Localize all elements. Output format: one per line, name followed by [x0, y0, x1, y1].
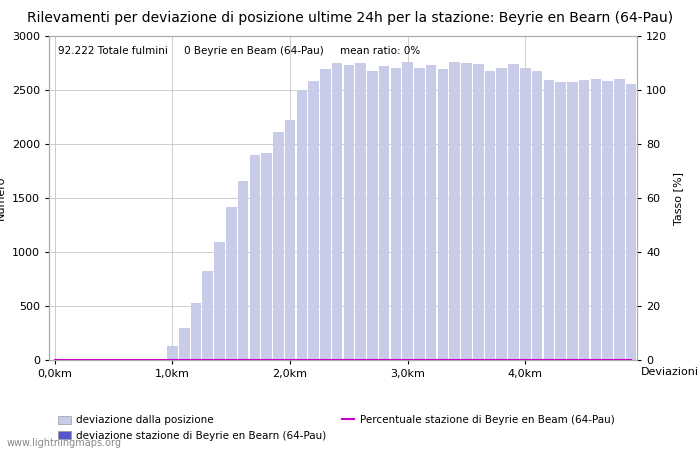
- Bar: [520, 68, 531, 360]
- Bar: [391, 68, 401, 360]
- Bar: [414, 68, 425, 360]
- Bar: [402, 62, 413, 360]
- Text: 92.222 Totale fulmini     0 Beyrie en Beam (64-Pau)     mean ratio: 0%: 92.222 Totale fulmini 0 Beyrie en Beam (…: [58, 46, 420, 56]
- Bar: [626, 84, 636, 360]
- Bar: [543, 80, 554, 360]
- Bar: [484, 71, 496, 360]
- Bar: [379, 66, 389, 360]
- Bar: [190, 303, 202, 360]
- Bar: [308, 81, 319, 360]
- Bar: [261, 153, 272, 360]
- Bar: [202, 271, 213, 360]
- Y-axis label: Tasso [%]: Tasso [%]: [673, 171, 682, 225]
- Bar: [344, 65, 354, 360]
- Legend: deviazione dalla posizione, deviazione stazione di Beyrie en Bearn (64-Pau), Per: deviazione dalla posizione, deviazione s…: [54, 411, 619, 445]
- Bar: [438, 69, 448, 360]
- Bar: [567, 82, 577, 360]
- Bar: [285, 120, 295, 360]
- Bar: [297, 90, 307, 360]
- Bar: [167, 346, 178, 360]
- Bar: [238, 181, 248, 360]
- Text: www.lightningmaps.org: www.lightningmaps.org: [7, 438, 122, 448]
- Bar: [449, 62, 460, 360]
- Bar: [473, 64, 484, 360]
- Bar: [614, 79, 624, 360]
- Bar: [273, 132, 284, 360]
- Bar: [555, 82, 566, 360]
- Bar: [532, 71, 542, 360]
- Bar: [579, 80, 589, 360]
- Bar: [332, 63, 342, 360]
- Y-axis label: Numero: Numero: [0, 176, 6, 220]
- Bar: [508, 64, 519, 360]
- Bar: [426, 65, 437, 360]
- Bar: [214, 242, 225, 360]
- Bar: [591, 79, 601, 360]
- Bar: [496, 68, 507, 360]
- Bar: [461, 63, 472, 360]
- Bar: [179, 328, 190, 360]
- Bar: [602, 81, 613, 360]
- Bar: [367, 71, 378, 360]
- Bar: [356, 63, 366, 360]
- Text: Deviazioni: Deviazioni: [640, 367, 699, 377]
- Text: Rilevamenti per deviazione di posizione ultime 24h per la stazione: Beyrie en Be: Rilevamenti per deviazione di posizione …: [27, 11, 673, 25]
- Bar: [226, 207, 237, 360]
- Bar: [320, 69, 330, 360]
- Bar: [249, 155, 260, 360]
